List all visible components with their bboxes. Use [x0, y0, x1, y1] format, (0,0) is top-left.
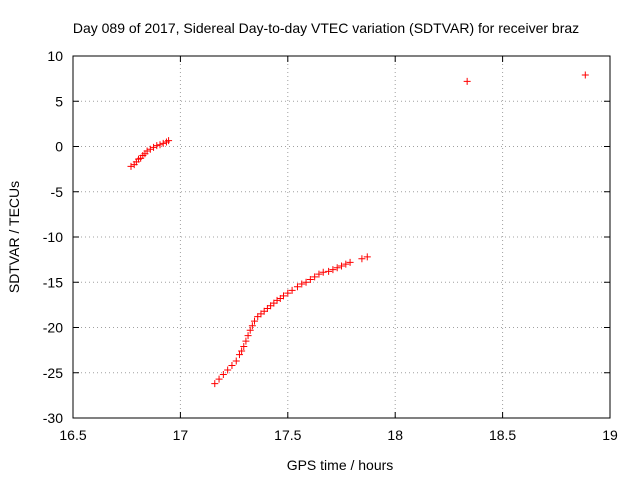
data-point: [240, 343, 248, 351]
data-point: [224, 366, 232, 374]
y-axis-tick-labels: 10 5 0 -5 -10 -15 -20 -25 -30: [43, 48, 63, 426]
x-axis-title: GPS time / hours: [287, 457, 394, 473]
data-point: [325, 267, 333, 275]
data-point: [153, 142, 161, 150]
data-point: [244, 332, 252, 340]
data-point: [143, 147, 151, 155]
data-point: [238, 347, 246, 355]
data-point: [306, 276, 314, 284]
data-points: [127, 71, 589, 388]
x-tick-label: 18: [387, 427, 403, 443]
data-point: [358, 255, 366, 263]
data-point: [280, 292, 288, 300]
data-point: [581, 71, 589, 79]
y-tick-label: 5: [55, 93, 63, 109]
y-tick-label: -5: [51, 184, 64, 200]
data-point: [463, 77, 471, 85]
grid-lines: [73, 56, 610, 418]
data-point: [146, 145, 154, 153]
data-point: [333, 264, 341, 272]
data-point: [329, 266, 337, 274]
x-tick-label: 18.5: [489, 427, 516, 443]
data-point: [363, 253, 371, 261]
data-point: [302, 278, 310, 286]
y-tick-label: -25: [43, 365, 63, 381]
data-point: [284, 289, 292, 297]
data-point: [242, 337, 250, 345]
data-point: [246, 326, 254, 334]
data-point: [127, 162, 135, 170]
data-point: [211, 380, 219, 388]
data-point: [215, 375, 223, 383]
y-tick-label: 0: [55, 139, 63, 155]
data-point: [165, 137, 173, 145]
data-point: [273, 296, 281, 304]
data-point: [228, 362, 236, 370]
chart-title: Day 089 of 2017, Sidereal Day-to-day VTE…: [73, 20, 579, 36]
y-tick-label: -20: [43, 320, 63, 336]
data-point: [298, 280, 306, 288]
data-point: [315, 270, 323, 278]
data-point: [338, 262, 345, 270]
y-tick-label: -30: [43, 410, 63, 426]
data-point: [248, 322, 256, 330]
y-tick-label: -15: [43, 274, 63, 290]
axis-ticks: [72, 55, 611, 419]
data-point: [235, 351, 243, 359]
data-point: [159, 139, 167, 147]
data-point: [150, 143, 158, 151]
data-point: [311, 273, 319, 281]
data-point: [346, 258, 354, 266]
y-axis-title: SDTVAR / TECUs: [6, 181, 22, 293]
x-tick-label: 17: [173, 427, 189, 443]
data-point: [342, 260, 350, 268]
x-tick-label: 17.5: [274, 427, 301, 443]
data-point: [288, 286, 296, 294]
data-point: [232, 357, 240, 365]
y-tick-label: 10: [47, 48, 63, 64]
data-point: [156, 141, 164, 149]
data-point: [293, 283, 301, 291]
x-axis-tick-labels: 16.5 17 17.5 18 18.5 19: [59, 427, 618, 443]
y-tick-label: -10: [43, 229, 63, 245]
data-point: [219, 371, 227, 379]
data-point: [319, 268, 327, 276]
data-point: [251, 317, 259, 325]
x-tick-label: 16.5: [59, 427, 86, 443]
x-tick-label: 19: [602, 427, 618, 443]
